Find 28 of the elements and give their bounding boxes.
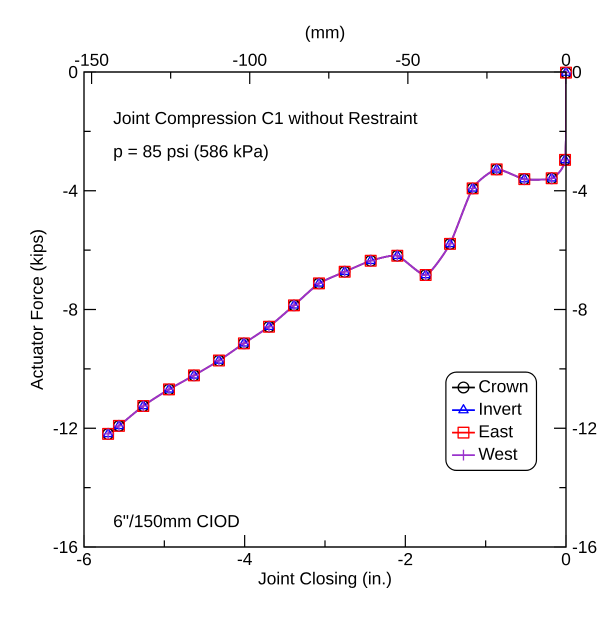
y-axis-title: Actuator Force (kips) bbox=[30, 230, 46, 390]
y2-tick-label: -4 bbox=[572, 184, 587, 197]
y-tick-label: -16 bbox=[54, 540, 78, 554]
x-tick-label: -2 bbox=[398, 553, 412, 566]
annotation: Joint Compression C1 without Restraint bbox=[113, 111, 418, 128]
legend-label: Invert bbox=[480, 402, 522, 415]
y2-tick-label: -16 bbox=[572, 540, 596, 554]
x-axis-title: Joint Closing (in.) bbox=[258, 572, 391, 588]
y-tick-label: -8 bbox=[63, 303, 78, 316]
legend-label: West bbox=[478, 448, 518, 460]
x2-tick-label: -50 bbox=[396, 54, 420, 66]
y2-tick-label: 0 bbox=[572, 66, 582, 78]
annotation: p = 85 psi (586 kPa) bbox=[114, 144, 268, 161]
y-tick-label: 0 bbox=[68, 66, 78, 78]
y-tick-label: -4 bbox=[63, 184, 78, 197]
x-tick-label: 0 bbox=[562, 553, 570, 566]
x-tick-label: -6 bbox=[77, 553, 91, 566]
y-tick-label: -12 bbox=[54, 422, 78, 434]
y2-tick-label: -8 bbox=[572, 303, 587, 316]
x2-axis-title: (mm) bbox=[306, 26, 344, 42]
legend-label: Crown bbox=[479, 380, 528, 392]
y2-tick-label: -12 bbox=[572, 422, 596, 434]
x2-tick-label: 0 bbox=[562, 54, 570, 66]
legend-label: East bbox=[480, 425, 513, 438]
annotation: 6"/150mm CIOD bbox=[114, 514, 239, 528]
x2-tick-label: -150 bbox=[75, 54, 108, 66]
x-tick-label: -4 bbox=[238, 553, 252, 565]
x2-tick-label: -100 bbox=[233, 54, 266, 66]
